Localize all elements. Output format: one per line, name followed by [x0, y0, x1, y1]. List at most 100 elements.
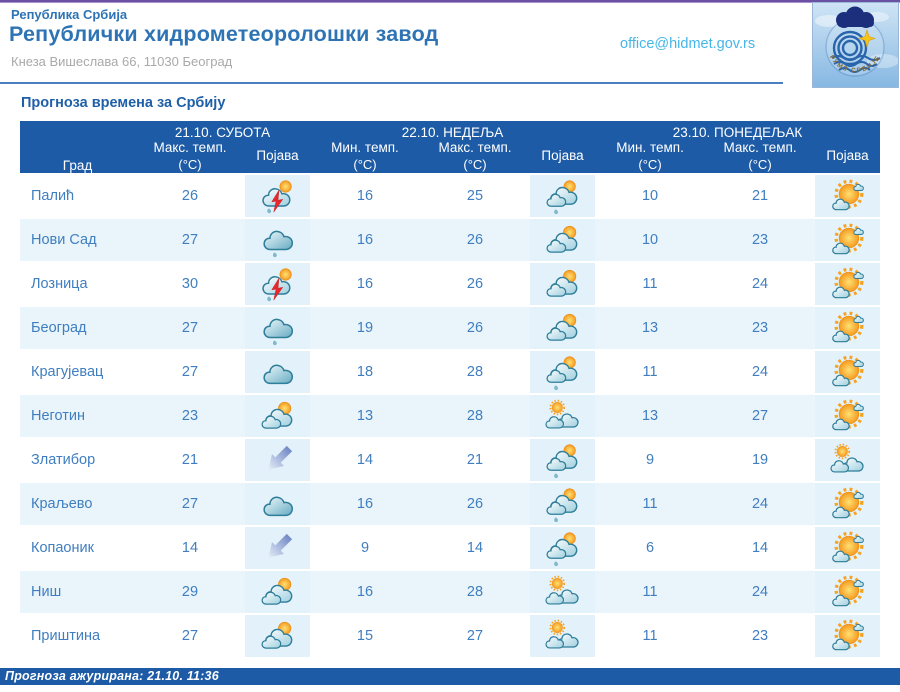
min-temp-cell: 11	[595, 569, 706, 615]
max-temp-cell: 26	[420, 481, 530, 527]
max-temp-cell: 28	[420, 569, 530, 615]
cloud-sun-icon	[259, 397, 297, 435]
weather-cell	[815, 393, 881, 439]
max-temp-cell: 21	[420, 437, 530, 483]
rain-cloud-icon	[259, 221, 297, 259]
city-cell: Приштина	[20, 613, 135, 658]
max-temp-cell: 30	[135, 261, 245, 307]
city-cell: Крагујевац	[20, 349, 135, 395]
column-header-phenomenon: Појава	[815, 140, 881, 175]
max-temp-cell: 23	[135, 393, 245, 439]
max-temp-cell: 26	[420, 305, 530, 351]
max-temp-cell: 24	[705, 261, 816, 307]
max-temp-cell: 28	[420, 349, 530, 395]
sunny-cloud-icon	[829, 221, 867, 259]
sunny-cloud-icon	[829, 397, 867, 435]
weather-cell	[815, 613, 881, 658]
min-temp-cell: 11	[595, 481, 706, 527]
table-row: Краљево 27 16 26 11 24	[20, 481, 881, 527]
max-temp-cell: 19	[705, 437, 816, 483]
weather-cell	[245, 393, 310, 439]
table-row: Крагујевац 27 18 28 11 24	[20, 349, 881, 395]
city-cell: Неготин	[20, 393, 135, 439]
weather-cell	[815, 481, 881, 527]
column-header-phenomenon: Појава	[245, 140, 310, 175]
city-cell: Нови Сад	[20, 217, 135, 263]
table-row: Златибор 21 14 21 9 19	[20, 437, 881, 483]
rain-cloud-icon	[259, 309, 297, 347]
weather-cell	[815, 261, 881, 307]
min-temp-cell: 11	[595, 613, 706, 658]
sun-clouds-icon	[829, 441, 867, 479]
cloud-sun-rain-icon	[544, 353, 582, 391]
day-group-sunday: 22.10. НЕДЕЉА	[310, 121, 596, 140]
max-temp-cell: 21	[705, 173, 816, 219]
top-accent-bar	[0, 0, 900, 3]
sunny-cloud-icon	[829, 573, 867, 611]
cloud-sun-icon	[544, 265, 582, 303]
weather-cell	[245, 261, 310, 307]
forecast-table: Град 21.10. СУБОТА 22.10. НЕДЕЉА 23.10. …	[20, 121, 881, 658]
cloud-sun-icon	[544, 221, 582, 259]
day-group-monday: 23.10. ПОНЕДЕЉАК	[595, 121, 881, 140]
forecast-tbody: Палић 26 16 25 10 21 Нови Сад 27 16 26 10 23 Лозница…	[20, 173, 881, 658]
column-header-min-temp: Мин. темп. (°C)	[310, 140, 420, 175]
weather-cell	[815, 305, 881, 351]
max-temp-cell: 26	[420, 261, 530, 307]
cloud-sun-rain-icon	[544, 441, 582, 479]
max-temp-cell: 27	[705, 393, 816, 439]
cloud-sun-rain-icon	[544, 485, 582, 523]
table-row: Београд 27 19 26 13 23	[20, 305, 881, 351]
rhmz-logo: РХМЗ СРБИЈЕ	[812, 2, 899, 88]
sunny-cloud-icon	[829, 485, 867, 523]
weather-cell	[815, 437, 881, 483]
header-divider	[0, 82, 783, 84]
weather-cell	[530, 613, 596, 658]
weather-cell	[530, 305, 596, 351]
city-cell: Копаоник	[20, 525, 135, 571]
forecast-updated-bar: Прогноза ажурирана: 21.10. 11:36	[0, 668, 900, 685]
min-temp-cell: 16	[310, 569, 420, 615]
max-temp-cell: 27	[135, 349, 245, 395]
sunny-cloud-icon	[829, 177, 867, 215]
city-cell: Ниш	[20, 569, 135, 615]
sunny-cloud-icon	[829, 265, 867, 303]
min-temp-cell: 13	[595, 393, 706, 439]
weather-cell	[530, 525, 596, 571]
max-temp-cell: 14	[420, 525, 530, 571]
table-row: Нови Сад 27 16 26 10 23	[20, 217, 881, 263]
weather-cell	[530, 481, 596, 527]
min-temp-cell: 9	[310, 525, 420, 571]
sunny-cloud-icon	[829, 617, 867, 655]
weather-cell	[530, 261, 596, 307]
weather-cell	[815, 173, 881, 219]
weather-cell	[815, 217, 881, 263]
table-row: Неготин 23 13 28 13 27	[20, 393, 881, 439]
max-temp-cell: 23	[705, 305, 816, 351]
weather-cell	[815, 569, 881, 615]
max-temp-cell: 27	[135, 481, 245, 527]
max-temp-cell: 27	[135, 217, 245, 263]
cloud-sun-icon	[544, 309, 582, 347]
weather-cell	[245, 569, 310, 615]
min-temp-cell: 16	[310, 481, 420, 527]
sun-clouds-icon	[544, 617, 582, 655]
organization-title: Републички хидрометеоролошки завод	[9, 22, 439, 46]
min-temp-cell: 9	[595, 437, 706, 483]
max-temp-cell: 23	[705, 613, 816, 658]
weather-cell	[815, 349, 881, 395]
min-temp-cell: 14	[310, 437, 420, 483]
sunny-cloud-icon	[829, 309, 867, 347]
storm-sun-icon	[259, 177, 297, 215]
storm-sun-icon	[259, 265, 297, 303]
max-temp-cell: 28	[420, 393, 530, 439]
address-line: Кнеза Вишеслава 66, 11030 Београд	[11, 54, 233, 69]
max-temp-cell: 21	[135, 437, 245, 483]
city-cell: Лозница	[20, 261, 135, 307]
min-temp-cell: 16	[310, 173, 420, 219]
weather-cell	[815, 525, 881, 571]
contact-email-link[interactable]: office@hidmet.gov.rs	[620, 36, 756, 52]
weather-cell	[245, 217, 310, 263]
day-group-saturday: 21.10. СУБОТА	[135, 121, 310, 140]
min-temp-cell: 15	[310, 613, 420, 658]
